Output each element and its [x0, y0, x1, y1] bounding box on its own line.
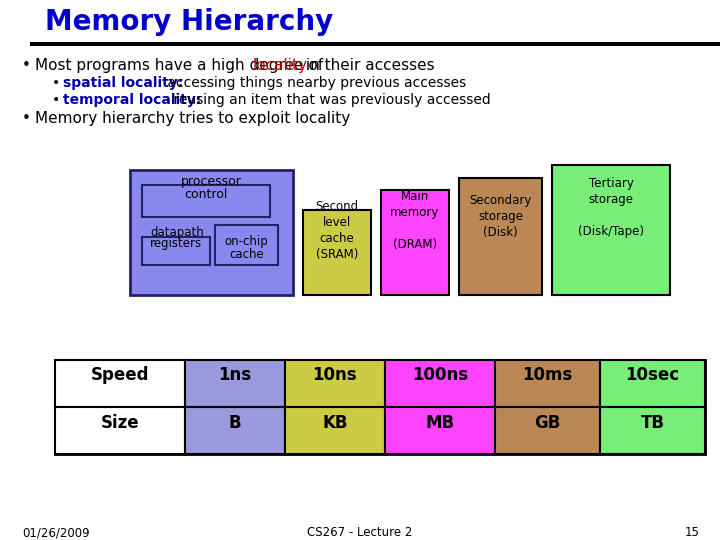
Bar	[185, 407, 285, 454]
Text: processor: processor	[181, 175, 242, 188]
Bar	[55, 407, 185, 454]
Bar	[215, 225, 278, 265]
Text: control: control	[184, 188, 228, 201]
Text: MB: MB	[426, 414, 454, 431]
Bar	[385, 360, 495, 407]
Text: cache: cache	[229, 248, 264, 261]
Bar	[142, 185, 270, 217]
Text: 01/26/2009: 01/26/2009	[22, 526, 89, 539]
Bar	[30, 42, 720, 46]
Text: GB: GB	[534, 414, 561, 431]
Text: Tertiary
storage

(Disk/Tape): Tertiary storage (Disk/Tape)	[578, 178, 644, 239]
Text: 15: 15	[685, 526, 700, 539]
Text: temporal locality:: temporal locality:	[63, 93, 202, 107]
Text: B: B	[229, 414, 241, 431]
Text: reusing an item that was previously accessed: reusing an item that was previously acce…	[169, 93, 491, 107]
Text: KB: KB	[323, 414, 348, 431]
Text: locality: locality	[253, 58, 307, 73]
Text: 10ns: 10ns	[312, 367, 357, 384]
Bar	[600, 407, 705, 454]
Bar	[130, 170, 293, 295]
Bar	[495, 407, 600, 454]
Bar	[385, 407, 495, 454]
Text: Memory hierarchy tries to exploit locality: Memory hierarchy tries to exploit locali…	[35, 111, 350, 126]
Text: 100ns: 100ns	[412, 367, 468, 384]
Bar	[55, 360, 185, 407]
Text: •: •	[22, 58, 31, 73]
Bar	[303, 210, 371, 295]
Text: Size: Size	[101, 414, 139, 431]
Text: Second
level
cache
(SRAM): Second level cache (SRAM)	[315, 200, 359, 261]
Text: Secondary
storage
(Disk): Secondary storage (Disk)	[469, 194, 531, 239]
Text: 1ns: 1ns	[218, 367, 251, 384]
Text: Most programs have a high degree of: Most programs have a high degree of	[35, 58, 328, 73]
Text: on-chip: on-chip	[225, 235, 269, 248]
Bar	[142, 237, 210, 265]
Bar	[381, 190, 449, 295]
Text: registers: registers	[150, 238, 202, 251]
Text: in their accesses: in their accesses	[301, 58, 435, 73]
Text: TB: TB	[641, 414, 665, 431]
Bar	[600, 360, 705, 407]
Bar	[185, 360, 285, 407]
Text: accessing things nearby previous accesses: accessing things nearby previous accesse…	[163, 76, 467, 90]
Bar	[285, 360, 385, 407]
Text: Memory Hierarchy: Memory Hierarchy	[45, 8, 333, 36]
Bar	[55, 360, 705, 454]
Bar	[495, 360, 600, 407]
Text: 10ms: 10ms	[523, 367, 572, 384]
Text: 10sec: 10sec	[626, 367, 680, 384]
Text: Main
memory

(DRAM): Main memory (DRAM)	[390, 190, 440, 251]
Text: Speed: Speed	[91, 367, 149, 384]
Text: CS267 - Lecture 2: CS267 - Lecture 2	[307, 526, 413, 539]
Text: spatial locality:: spatial locality:	[63, 76, 184, 90]
Bar	[552, 165, 670, 295]
Bar	[459, 178, 542, 295]
Text: •: •	[22, 111, 31, 126]
Text: •: •	[52, 93, 60, 107]
Bar	[285, 407, 385, 454]
Text: •: •	[52, 76, 60, 90]
Text: datapath: datapath	[150, 226, 204, 239]
